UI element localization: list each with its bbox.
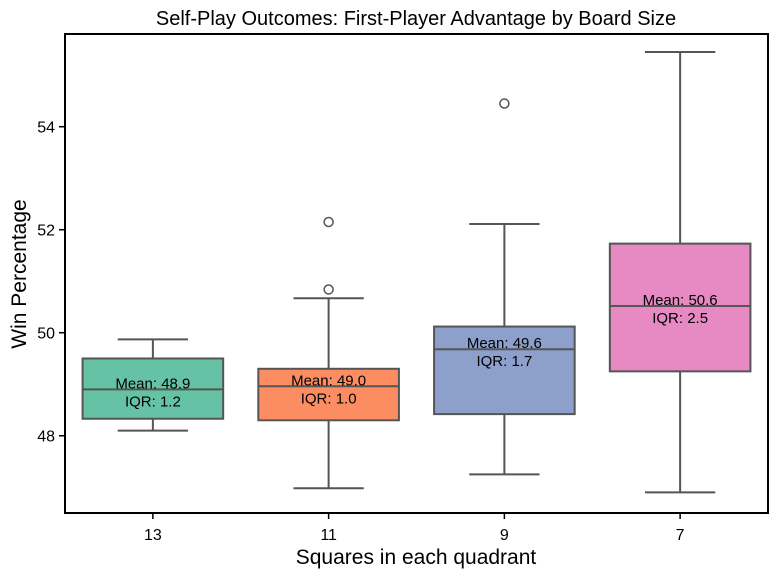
mean-annotation: Mean: 49.0: [291, 372, 366, 389]
y-tick-label: 48: [37, 429, 55, 446]
y-tick-label: 50: [37, 326, 55, 343]
plot-frame: [64, 33, 769, 514]
outlier-point: [323, 284, 334, 295]
outlier-point: [499, 98, 510, 109]
x-axis-label: Squares in each quadrant: [296, 546, 537, 569]
y-axis-label: Win Percentage: [8, 199, 31, 348]
y-tick-label: 52: [37, 223, 55, 240]
chart-title: Self-Play Outcomes: First-Player Advanta…: [156, 8, 676, 30]
box-11: [257, 367, 400, 422]
mean-annotation: Mean: 49.6: [467, 335, 542, 352]
iqr-annotation: IQR: 1.2: [125, 393, 181, 410]
x-tick-label: 9: [500, 527, 509, 544]
box-7: [608, 242, 752, 373]
iqr-annotation: IQR: 2.5: [652, 310, 708, 327]
iqr-annotation: IQR: 1.7: [476, 353, 532, 370]
mean-annotation: Mean: 48.9: [115, 375, 190, 392]
iqr-annotation: IQR: 1.0: [301, 390, 357, 407]
y-tick-label: 54: [37, 120, 55, 137]
x-tick-label: 11: [320, 527, 337, 544]
mean-annotation: Mean: 50.6: [643, 292, 718, 309]
outlier-point: [323, 216, 334, 228]
x-tick-label: 7: [676, 527, 685, 544]
x-tick-label: 13: [144, 527, 162, 544]
box-9: [433, 325, 576, 416]
